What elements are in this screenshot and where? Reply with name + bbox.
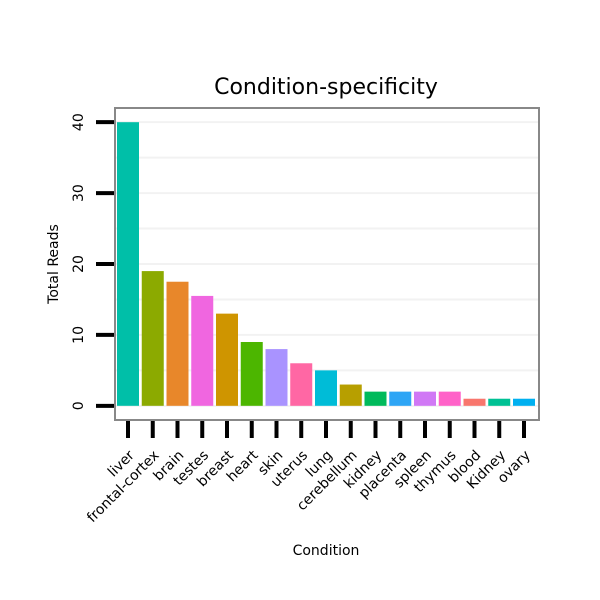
y-axis-label: Total Reads	[46, 224, 62, 305]
bar-brain	[166, 281, 189, 406]
x-axis-label: Condition	[293, 543, 360, 559]
bar-frontal-cortex	[141, 271, 164, 406]
bar-placenta	[389, 391, 412, 406]
x-axis-ticks: liverfrontal-cortexbraintestesbreasthear…	[84, 421, 534, 526]
y-tick-label: 40	[71, 113, 87, 131]
bar-lung	[315, 370, 337, 406]
bar-thymus	[438, 391, 461, 406]
y-axis-ticks: 0 10 20 30 40	[71, 113, 114, 410]
y-tick-label: 10	[71, 326, 87, 344]
bar-kidney	[488, 398, 511, 406]
y-tick-label: 0	[71, 401, 87, 410]
bar-testes	[191, 295, 214, 406]
plot-frame	[114, 107, 540, 421]
bars	[117, 122, 535, 406]
bar-skin	[265, 349, 288, 406]
bar-liver	[117, 122, 139, 406]
y-tick-label: 30	[71, 184, 87, 202]
bar-cerebellum	[339, 384, 362, 406]
y-tick-label: 20	[71, 255, 87, 273]
bar-uterus	[290, 363, 313, 406]
bar-kidney	[364, 391, 387, 406]
bar-blood	[463, 398, 486, 406]
bar-heart	[240, 342, 263, 406]
bar-breast	[216, 313, 238, 406]
bar-spleen	[414, 391, 436, 406]
bar-ovary	[513, 398, 535, 406]
chart-title: Condition-specificity	[214, 75, 438, 100]
